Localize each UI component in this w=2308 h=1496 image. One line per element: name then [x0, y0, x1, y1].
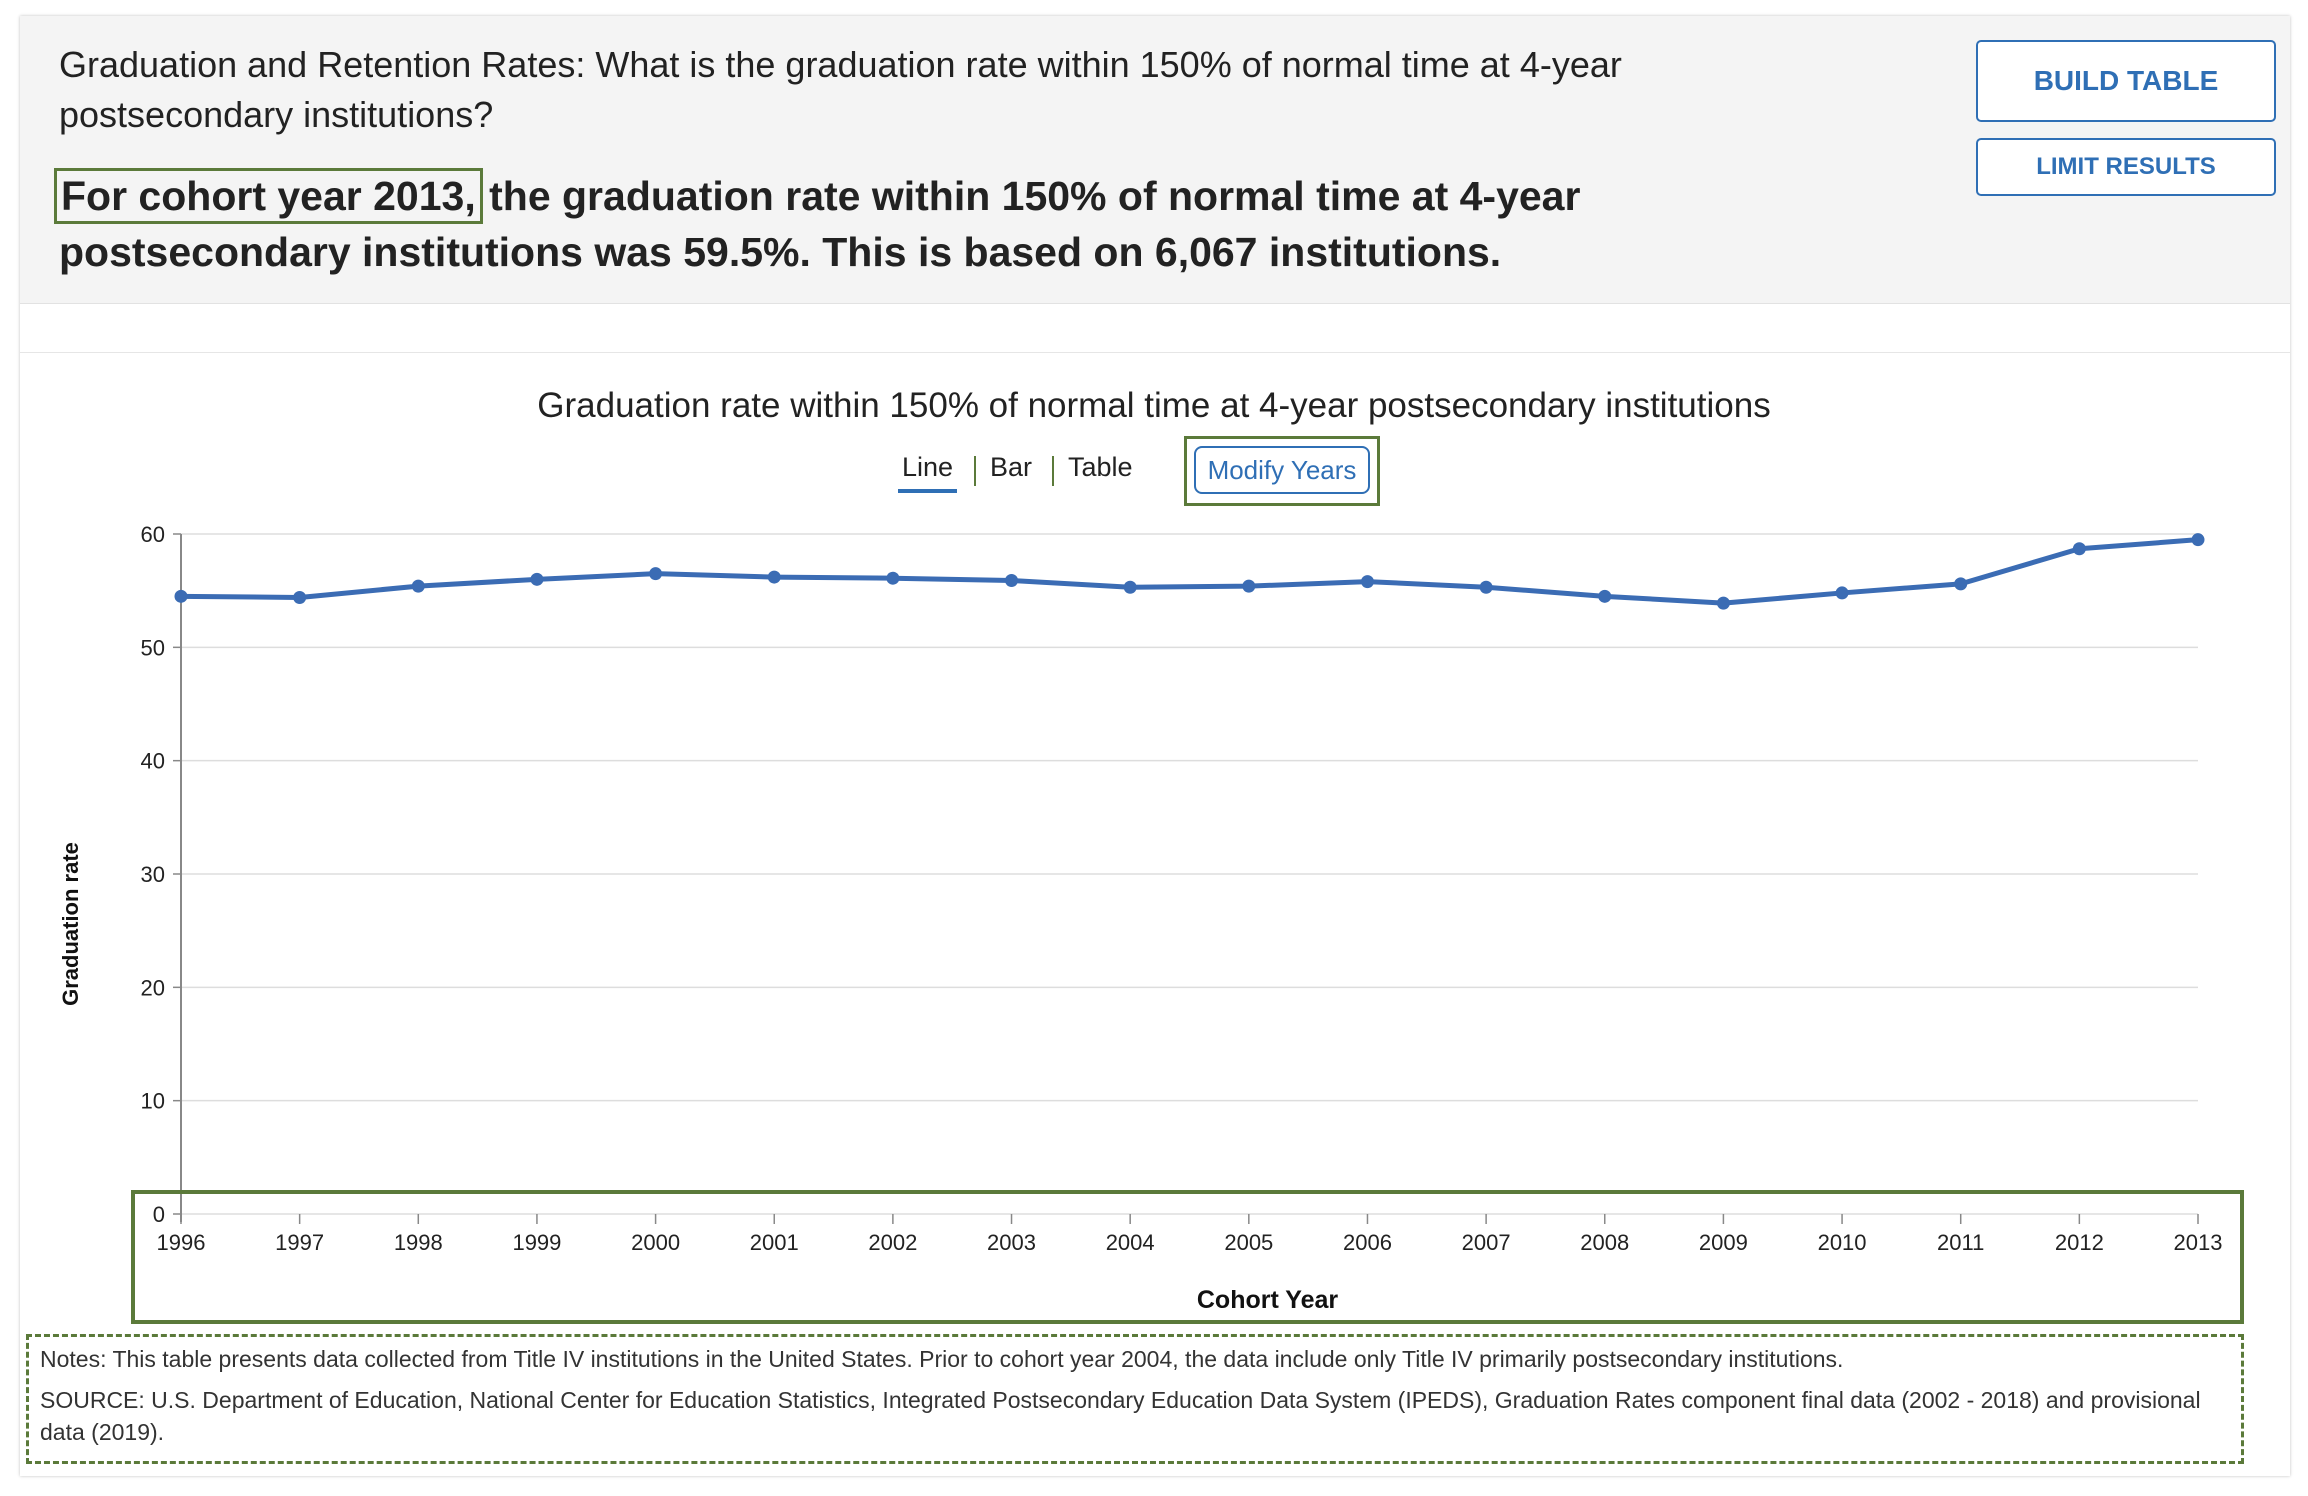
modify-years-highlight	[1184, 436, 1380, 506]
notes-text: Notes: This table presents data collecte…	[40, 1346, 1844, 1372]
x-axis-highlight	[131, 1190, 2244, 1324]
source-text: SOURCE: U.S. Department of Education, Na…	[40, 1387, 2201, 1445]
tab-bar[interactable]: Bar	[990, 452, 1033, 482]
answer-rest: the graduation rate within 150% of norma…	[59, 173, 1581, 275]
build-table-button[interactable]: BUILD TABLE	[1976, 40, 2276, 122]
notes-highlight	[26, 1334, 2244, 1464]
answer-text: For cohort year 2013, the graduation rat…	[54, 168, 1759, 280]
modify-years-button[interactable]: Modify Years	[1194, 446, 1370, 494]
view-tabs: Line Bar Table	[0, 452, 2308, 493]
tab-line[interactable]: Line	[897, 452, 958, 493]
question-text: Graduation and Retention Rates: What is …	[59, 44, 1622, 135]
chart-card	[20, 352, 2290, 1477]
cohort-year-highlight: For cohort year 2013,	[54, 168, 483, 224]
question-panel	[20, 16, 2290, 304]
chart-title: Graduation rate within 150% of normal ti…	[537, 386, 1771, 425]
tab-table[interactable]: Table	[1068, 452, 1133, 482]
limit-results-button[interactable]: LIMIT RESULTS	[1976, 138, 2276, 196]
tab-separator	[1052, 456, 1054, 486]
tab-separator	[974, 456, 976, 486]
